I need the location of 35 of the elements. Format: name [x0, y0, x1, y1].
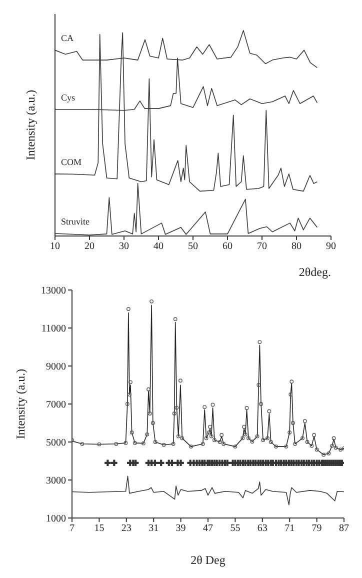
- x-tick-label: 20: [84, 241, 94, 252]
- x-tick-label: 23: [121, 523, 132, 534]
- x-tick-label: 79: [312, 523, 322, 534]
- x-tick-label: 87: [339, 523, 349, 534]
- series-label: COM: [61, 156, 82, 167]
- x-tick-label: 39: [176, 523, 186, 534]
- x-tick-label: 90: [326, 241, 336, 252]
- series-label: Cys: [61, 92, 76, 102]
- series-label: Struvite: [61, 216, 90, 227]
- y-tick-label: 13000: [41, 286, 66, 297]
- x-axis-title: 2θ Deg: [190, 553, 226, 567]
- x-tick-label: 80: [292, 241, 302, 252]
- x-tick-label: 7: [70, 523, 74, 534]
- x-tick-label: 47: [203, 523, 213, 534]
- y-axis-title: Intensity (a.u.): [13, 368, 28, 440]
- y-tick-label: 5000: [46, 438, 66, 449]
- y-tick-label: 1000: [46, 514, 66, 525]
- x-tick-label: 30: [119, 241, 129, 252]
- series-label: CA: [61, 33, 74, 44]
- x-tick-label: 70: [257, 241, 267, 252]
- x-axis-title: 2θdeg.: [298, 265, 331, 279]
- x-tick-label: 55: [230, 523, 240, 534]
- x-tick-label: 63: [257, 523, 268, 534]
- x-tick-label: 40: [154, 241, 164, 252]
- x-tick-label: 15: [94, 523, 104, 534]
- y-tick-label: 11000: [41, 324, 66, 335]
- y-tick-label: 9000: [46, 362, 66, 373]
- y-tick-label: 3000: [46, 476, 66, 487]
- y-axis-title: Intensity (a.u.): [23, 90, 38, 160]
- x-tick-label: 50: [188, 241, 198, 252]
- x-tick-label: 31: [148, 523, 159, 534]
- x-tick-label: 71: [284, 523, 295, 534]
- x-tick-label: 10: [50, 241, 60, 252]
- x-tick-label: 60: [222, 241, 232, 252]
- y-tick-label: 7000: [46, 400, 66, 411]
